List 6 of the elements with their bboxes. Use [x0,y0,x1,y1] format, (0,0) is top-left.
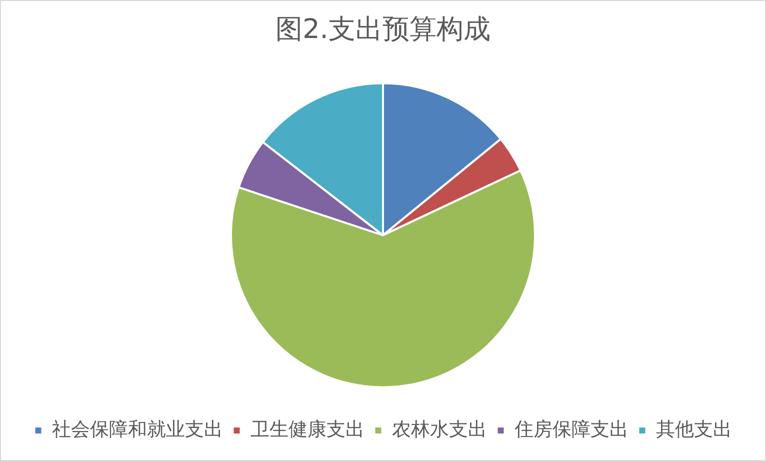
legend-label: 其他支出 [656,418,732,440]
legend-label: 卫生健康支出 [250,418,364,440]
chart-title: 图2.支出预算构成 [276,14,490,46]
legend-label: 农林水支出 [392,418,487,440]
legend-label: 社会保障和就业支出 [52,418,223,440]
legend-label: 住房保障支出 [513,418,628,440]
